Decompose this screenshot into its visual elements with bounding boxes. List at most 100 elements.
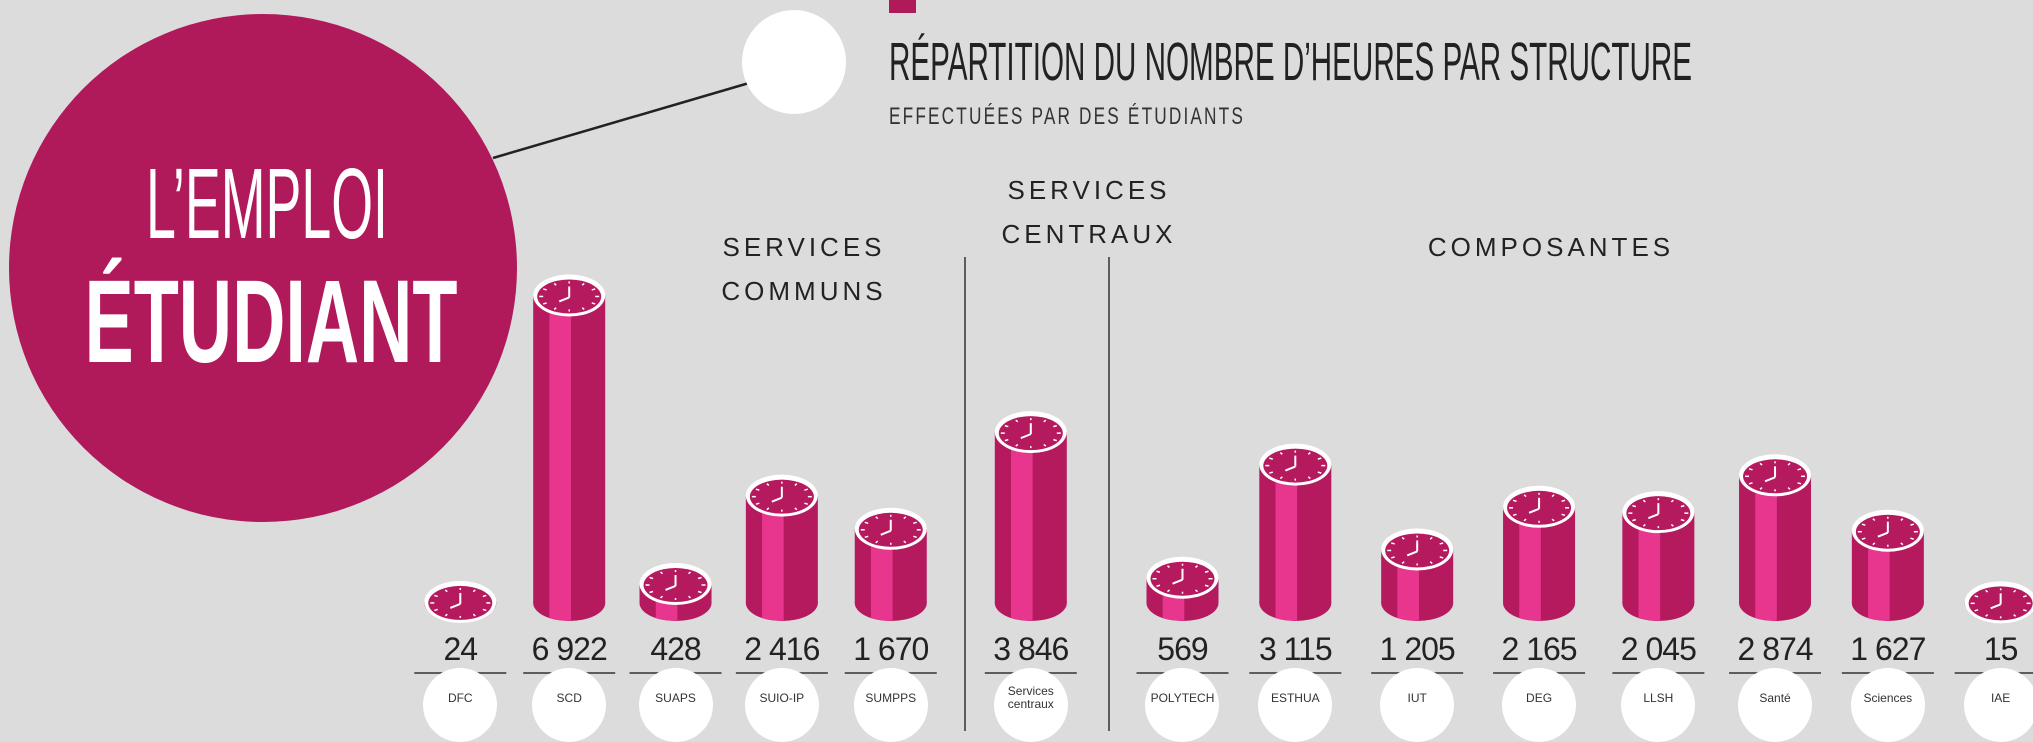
- cylinder: [1622, 491, 1695, 621]
- group-label: COMPOSANTES: [1428, 232, 1674, 262]
- cylinder-bottom-shade: [1275, 603, 1298, 621]
- clock-tick: [688, 571, 692, 575]
- value-label: 1 205: [1380, 631, 1455, 667]
- clock-tick: [1759, 487, 1763, 490]
- clock-hand: [1990, 603, 2002, 610]
- clock-tick: [1512, 499, 1517, 503]
- clock-tick: [1670, 499, 1674, 503]
- category-label: Sciences: [1850, 668, 1925, 742]
- title-marker: [889, 0, 916, 13]
- clock-tick: [1787, 462, 1791, 466]
- clock-tick: [1004, 424, 1009, 428]
- clock-tick: [913, 521, 917, 525]
- clock-hand: [1284, 465, 1296, 472]
- clock-tick: [553, 282, 557, 286]
- category-label: SUIO-IP: [744, 668, 819, 742]
- clock-tick: [688, 595, 692, 599]
- clock-tick: [1439, 556, 1444, 559]
- clock-tick: [444, 613, 448, 617]
- clock-tick: [1390, 556, 1395, 559]
- clock-tick: [472, 613, 476, 617]
- category-label: POLYTECH: [1145, 668, 1220, 742]
- clock-tick: [794, 507, 798, 511]
- clock-tick: [903, 516, 907, 520]
- value-label: 15: [1984, 631, 2018, 667]
- clock-tick: [1279, 476, 1283, 480]
- value-label: 6 922: [532, 631, 607, 667]
- clock-tick: [1307, 452, 1311, 455]
- clock-tick: [1561, 499, 1566, 503]
- group-label: CENTRAUX: [1001, 219, 1176, 249]
- clock-tick: [660, 595, 664, 599]
- category-label: ESTHUA: [1258, 668, 1333, 742]
- clock-tick: [1390, 542, 1395, 545]
- clock-tick: [1797, 468, 1802, 471]
- clock-tick: [581, 282, 585, 286]
- clock-tick: [1759, 462, 1763, 466]
- clock-tick: [1861, 523, 1866, 526]
- clock-tick: [1974, 595, 1979, 598]
- clock-tick: [1156, 584, 1161, 587]
- clock-tick: [1748, 468, 1753, 471]
- group-label: SERVICES: [722, 232, 885, 262]
- clock-tick: [1985, 614, 1989, 617]
- category-label: DEG: [1502, 668, 1577, 742]
- clock-tick: [1861, 537, 1866, 540]
- clock-tick: [766, 507, 770, 511]
- clock-hand: [665, 585, 676, 591]
- clock-tick: [1429, 536, 1433, 540]
- clock-tick: [755, 502, 760, 505]
- clock-tick: [472, 589, 476, 593]
- cylinder-bottom-shade: [1638, 603, 1661, 621]
- chart-subtitle: EFFECTUÉES PAR DES ÉTUDIANTS: [889, 103, 1245, 130]
- clock-tick: [2022, 595, 2027, 598]
- category-label: SCD: [532, 668, 607, 742]
- clock-tick: [1551, 494, 1555, 498]
- badge-circle: [9, 14, 517, 522]
- clock-tick: [1632, 518, 1637, 522]
- clock-tick: [794, 483, 798, 486]
- clock-tick: [1642, 499, 1646, 503]
- clock-tick: [1797, 482, 1802, 485]
- clock-tick: [1680, 518, 1685, 522]
- clock-tick: [1204, 584, 1209, 587]
- value-label: 2 874: [1738, 631, 1813, 667]
- clock-tick: [1910, 523, 1915, 526]
- clock-hand: [880, 529, 892, 536]
- connector: [492, 81, 750, 160]
- clock-hand: [1406, 550, 1418, 557]
- cylinder: [1259, 443, 1332, 621]
- category-label: SUAPS: [638, 668, 713, 742]
- clock-tick: [1269, 471, 1273, 474]
- clock-tick: [434, 594, 438, 598]
- clock-tick: [1195, 589, 1198, 593]
- clock-tick: [913, 535, 917, 539]
- clock-tick: [1787, 487, 1791, 490]
- clock-tick: [434, 608, 438, 612]
- value-label: 3 115: [1259, 631, 1332, 667]
- chart-title: RÉPARTITION DU NOMBRE D’HEURES PAR STRUC…: [889, 32, 1692, 92]
- clock-tick: [1269, 457, 1273, 460]
- cylinder: [1146, 556, 1219, 621]
- value-label: 2 165: [1502, 631, 1577, 667]
- value-label: 24: [443, 631, 477, 667]
- cylinder-bottom-shade: [1162, 603, 1185, 621]
- clock-tick: [1167, 589, 1170, 593]
- clock-tick: [553, 307, 557, 311]
- group-label: COMMUNS: [721, 276, 886, 306]
- clock-tick: [1910, 537, 1915, 540]
- clock-tick: [875, 516, 879, 520]
- clock-tick: [1680, 504, 1685, 508]
- cylinder-highlight: [1010, 432, 1033, 603]
- clock-tick: [1043, 419, 1047, 423]
- clock-tick: [1551, 518, 1555, 522]
- clock-tick: [1872, 518, 1876, 522]
- small-circle: [742, 10, 846, 114]
- clock-tick: [1748, 482, 1753, 485]
- clock-tick: [1015, 419, 1019, 423]
- cylinder: [1503, 485, 1576, 621]
- cylinder-bottom-shade: [1868, 603, 1890, 621]
- clock-tick: [1523, 494, 1527, 498]
- clock-tick: [697, 590, 702, 594]
